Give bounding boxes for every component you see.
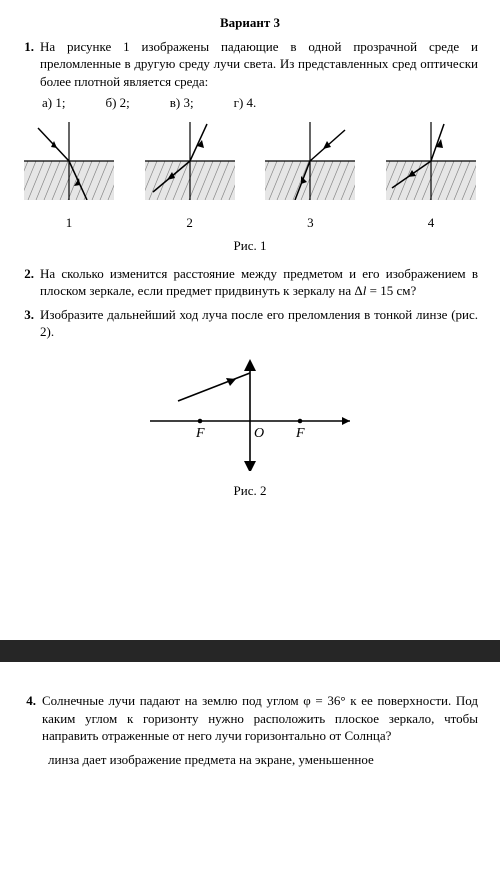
problem-3: 3. Изобразите дальнейший ход луча после … — [22, 306, 478, 341]
diagram-2: 2 — [145, 122, 235, 232]
problem-1-body: На рисунке 1 изображены падающие в одной… — [40, 38, 478, 112]
problem-4-number: 4. — [24, 692, 42, 745]
problem-2: 2. На сколько изменится расстояние между… — [22, 265, 478, 300]
problem-4-text: Солнечные лучи падают на землю под углом… — [42, 693, 478, 743]
lens-label-O: O — [254, 426, 264, 441]
refraction-diagrams: 1 — [22, 122, 478, 232]
diagram-2-label: 2 — [145, 214, 235, 232]
problem-2-text-b: = 15 см? — [366, 283, 416, 298]
problem-2-number: 2. — [22, 265, 40, 300]
diagram-1-label: 1 — [24, 214, 114, 232]
diagram-4: 4 — [386, 122, 476, 232]
diagram-1: 1 — [24, 122, 114, 232]
lens-label-F-left: F — [195, 426, 205, 441]
problem-3-number: 3. — [22, 306, 40, 341]
option-g: г) 4. — [234, 94, 257, 112]
diagram-3-label: 3 — [265, 214, 355, 232]
problem-1-options: а) 1; б) 2; в) 3; г) 4. — [40, 94, 478, 112]
diagram-3: 3 — [265, 122, 355, 232]
problem-3-text: Изобразите дальнейший ход луча после его… — [40, 307, 478, 340]
option-b: б) 2; — [105, 94, 129, 112]
page-1: Вариант 3 1. На рисунке 1 изображены пад… — [0, 0, 500, 640]
lens-diagram: F O F — [22, 351, 478, 476]
page-2: 4. Солнечные лучи падают на землю под уг… — [0, 662, 500, 802]
problem-1: 1. На рисунке 1 изображены падающие в од… — [22, 38, 478, 112]
figure-2-caption: Рис. 2 — [22, 482, 478, 500]
option-v: в) 3; — [170, 94, 194, 112]
lens-label-F-right: F — [295, 426, 305, 441]
variant-title: Вариант 3 — [22, 14, 478, 32]
problem-4: 4. Солнечные лучи падают на землю под уг… — [24, 692, 478, 745]
diagram-4-label: 4 — [386, 214, 476, 232]
problem-3-body: Изобразите дальнейший ход луча после его… — [40, 306, 478, 341]
problem-4-body: Солнечные лучи падают на землю под углом… — [42, 692, 478, 745]
problem-5-fragment: линза дает изображение предмета на экран… — [24, 751, 478, 769]
problem-1-number: 1. — [22, 38, 40, 112]
option-a: а) 1; — [42, 94, 65, 112]
problem-1-text: На рисунке 1 изображены падающие в одной… — [40, 39, 478, 89]
problem-2-body: На сколько изменится расстояние между пр… — [40, 265, 478, 300]
page-separator — [0, 640, 500, 662]
figure-1-caption: Рис. 1 — [22, 237, 478, 255]
